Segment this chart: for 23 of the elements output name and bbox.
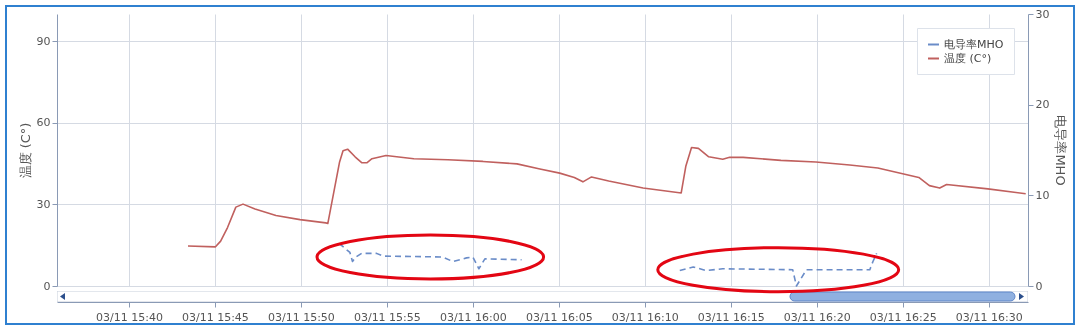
x-tick-label: 03/11 16:05 (525, 310, 593, 324)
legend-label: 电导率MHO (944, 37, 1004, 51)
x-tick-label: 03/11 16:15 (697, 310, 765, 324)
y-tick-label: 0 (43, 279, 51, 293)
legend-label: 温度 (C°) (944, 51, 992, 65)
x-tick-label: 03/11 16:25 (869, 310, 937, 324)
x-tick-label: 03/11 15:50 (267, 310, 335, 324)
x-tick-label: 03/11 15:45 (181, 310, 249, 324)
y2-tick-label: 30 (1035, 7, 1050, 21)
x-tick-label: 03/11 15:40 (95, 310, 163, 324)
y2-tick-label: 0 (1035, 279, 1043, 293)
x-tick-label: 03/11 16:00 (439, 310, 507, 324)
x-tick-label: 03/11 16:30 (955, 310, 1023, 324)
x-tick-label: 03/11 15:55 (353, 310, 421, 324)
y-tick-label: 30 (36, 197, 51, 211)
y2-axis-title: 电导率MHO (1053, 115, 1069, 186)
y-axis-title: 温度 (C°) (17, 122, 33, 179)
y-tick-label: 60 (36, 116, 51, 130)
x-tick-label: 03/11 16:10 (611, 310, 679, 324)
y2-tick-label: 20 (1035, 98, 1050, 112)
y-tick-label: 90 (36, 34, 51, 48)
x-tick-label: 03/11 16:20 (783, 310, 851, 324)
y2-tick-label: 10 (1035, 188, 1050, 202)
